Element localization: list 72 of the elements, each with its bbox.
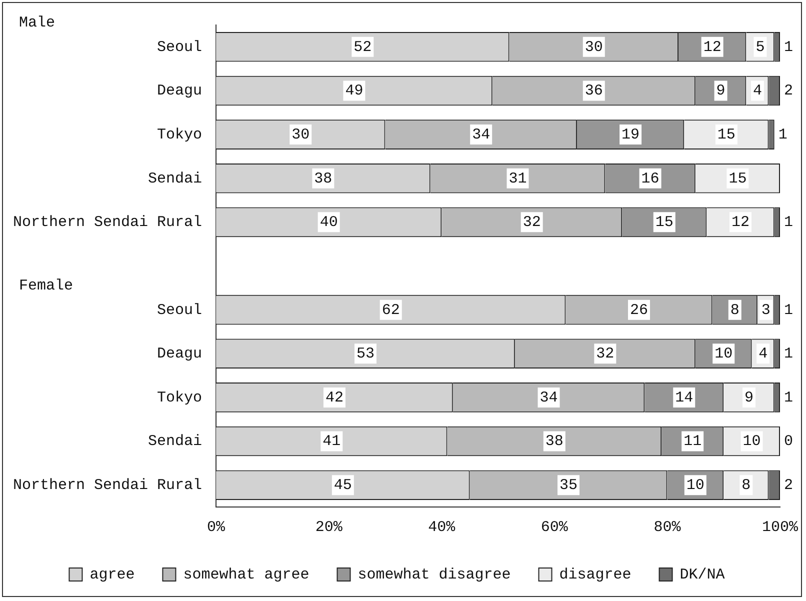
data-label: 4: [758, 346, 768, 363]
data-label: 34: [472, 126, 490, 144]
data-label: 26: [630, 302, 648, 319]
x-tick-label: 40%: [428, 518, 456, 536]
data-label: 9: [716, 82, 726, 100]
x-tick-label: 80%: [654, 518, 682, 536]
legend-label: disagree: [559, 566, 632, 584]
data-label: 2: [784, 477, 794, 494]
data-label: 4: [752, 82, 762, 100]
legend-label: DK/NA: [680, 566, 725, 584]
data-label: 1: [784, 302, 794, 319]
data-label: 19: [622, 126, 640, 144]
y-tick-label: Seoul: [157, 38, 202, 56]
text: Female: [19, 277, 74, 294]
data-label: 30: [292, 126, 310, 144]
y-tick-label: Tokyo: [157, 126, 202, 144]
data-label: 1: [784, 346, 794, 363]
data-label: 15: [717, 126, 736, 144]
data-label: 10: [714, 346, 733, 363]
data-label: 40: [320, 214, 338, 232]
data-label: 15: [728, 170, 747, 188]
data-label: 1: [784, 214, 794, 232]
data-label: 36: [584, 82, 603, 100]
data-label: 0: [784, 433, 794, 450]
data-label: 1: [784, 389, 794, 406]
text: Male: [19, 14, 56, 32]
x-tick-label: 60%: [540, 518, 569, 536]
y-tick-label: Northern Sendai Rural: [13, 214, 202, 232]
data-label: 12: [732, 214, 750, 232]
data-label: 16: [641, 170, 660, 188]
data-label: 3: [761, 302, 770, 319]
data-label: 30: [584, 38, 603, 56]
y-tick-label: Deagu: [157, 346, 202, 363]
y-tick-label: Sendai: [148, 433, 202, 450]
data-label: 41: [322, 433, 341, 450]
data-label: 14: [675, 389, 694, 406]
y-tick-label: Tokyo: [157, 389, 202, 406]
data-label: 32: [522, 214, 541, 232]
legend-label: somewhat agree: [183, 566, 310, 584]
x-tick-label: 0%: [207, 518, 226, 536]
data-label: 5: [756, 38, 765, 56]
y-tick-label: Deagu: [157, 82, 202, 100]
data-label: 32: [596, 346, 614, 363]
data-label: 10: [686, 477, 704, 494]
data-label: 9: [744, 389, 754, 406]
data-label: 12: [703, 38, 722, 56]
data-label: 52: [354, 38, 372, 56]
x-tick-label: 100%: [762, 518, 799, 536]
y-tick-label: Seoul: [157, 302, 202, 319]
data-label: 35: [560, 477, 578, 494]
legend-label: somewhat disagree: [358, 566, 511, 584]
data-label: 53: [356, 346, 374, 363]
data-label: 31: [508, 170, 527, 188]
data-label: 49: [345, 82, 364, 100]
y-tick-label: Northern Sendai Rural: [13, 477, 202, 494]
data-label: 8: [730, 302, 740, 319]
data-label: 15: [655, 214, 674, 232]
data-label: 38: [545, 433, 564, 450]
data-label: 1: [778, 126, 788, 144]
data-label: 8: [742, 477, 751, 494]
data-label: 1: [784, 38, 794, 56]
data-label: 42: [325, 389, 344, 406]
data-label: 11: [684, 433, 702, 450]
data-label: 62: [382, 302, 400, 319]
y-tick-label: Sendai: [148, 170, 202, 188]
data-label: 45: [334, 477, 352, 494]
legend-label: agree: [90, 566, 135, 584]
data-label: 34: [540, 389, 558, 406]
data-label: 38: [314, 170, 332, 188]
data-label: 2: [784, 82, 794, 100]
data-label: 10: [742, 433, 761, 450]
x-tick-label: 20%: [315, 518, 344, 536]
